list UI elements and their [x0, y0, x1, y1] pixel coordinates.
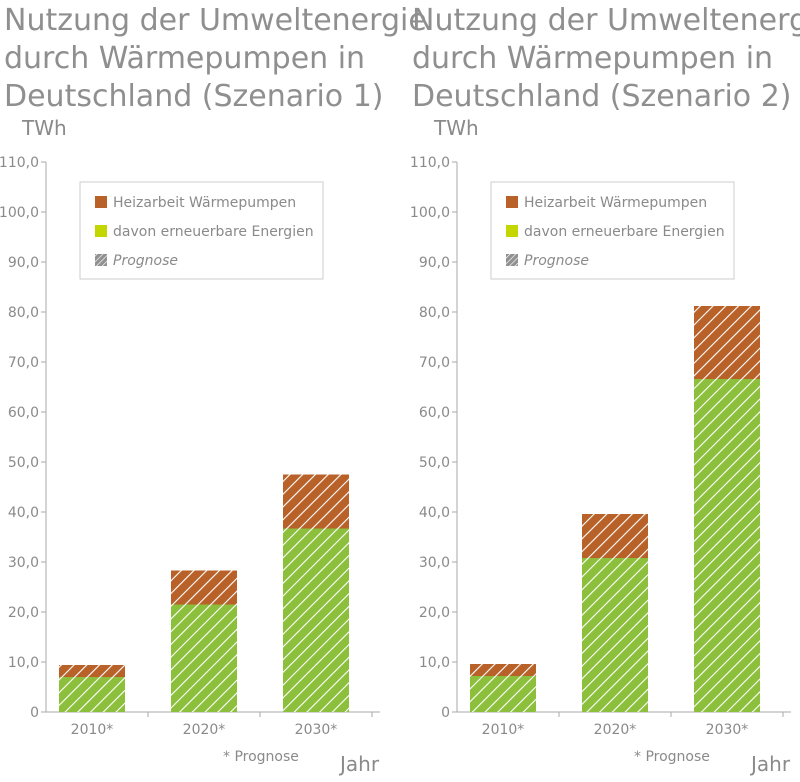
chart-title-line: Nutzung der Umweltenergie	[4, 3, 427, 38]
bar-hatch-overlay	[694, 306, 760, 712]
legend-swatch-total	[95, 196, 107, 208]
y-tick-label: 70,0	[419, 355, 450, 371]
bar-hatch-overlay	[59, 665, 125, 712]
legend-label-forecast: Prognose	[113, 253, 178, 269]
y-tick-label: 20,0	[8, 605, 39, 621]
bar-hatch-overlay	[470, 664, 536, 712]
legend-swatch-forecast	[95, 254, 107, 266]
y-axis-unit: TWh	[21, 116, 67, 140]
legend-label-total: Heizarbeit Wärmepumpen	[113, 195, 296, 211]
x-tick-label: 2010*	[482, 722, 525, 738]
y-tick-label: 10,0	[8, 655, 39, 671]
bar-hatch-overlay	[582, 514, 648, 712]
y-axis-unit: TWh	[433, 116, 479, 140]
legend-label-renewable: davon erneuerbare Energien	[113, 224, 314, 240]
y-tick-label: 90,0	[8, 255, 39, 271]
y-tick-label: 40,0	[419, 505, 450, 521]
legend-swatch-renewable	[506, 225, 518, 237]
chart-title-line: durch Wärmepumpen in	[4, 41, 365, 76]
y-tick-label: 40,0	[8, 505, 39, 521]
bar-hatch-overlay	[171, 570, 237, 712]
y-tick-label: 90,0	[419, 255, 450, 271]
y-tick-label: 30,0	[8, 555, 39, 571]
bar-hatch-overlay	[283, 474, 349, 712]
x-tick-label: 2010*	[71, 722, 114, 738]
legend-box	[79, 181, 324, 280]
legend-swatch-total	[506, 196, 518, 208]
chart-title-line: durch Wärmepumpen in	[412, 41, 773, 76]
legend-label-renewable: davon erneuerbare Energien	[524, 224, 725, 240]
x-tick-label: 2020*	[594, 722, 637, 738]
y-tick-label: 50,0	[419, 455, 450, 471]
x-axis-label: Jahr	[749, 752, 791, 776]
x-axis-label: Jahr	[338, 752, 380, 776]
legend-box	[490, 181, 735, 280]
y-tick-label: 100,0	[0, 205, 39, 221]
y-tick-label: 110,0	[410, 155, 450, 171]
chart-title-line: Deutschland (Szenario 1)	[4, 79, 383, 114]
y-tick-label: 60,0	[8, 405, 39, 421]
y-tick-label: 70,0	[8, 355, 39, 371]
legend-swatch-forecast	[506, 254, 518, 266]
y-tick-label: 0	[30, 705, 39, 721]
legend-label-forecast: Prognose	[524, 253, 589, 269]
y-tick-label: 60,0	[419, 405, 450, 421]
x-tick-label: 2030*	[295, 722, 338, 738]
y-tick-label: 0	[441, 705, 450, 721]
y-tick-label: 110,0	[0, 155, 39, 171]
y-tick-label: 100,0	[410, 205, 450, 221]
y-tick-label: 50,0	[8, 455, 39, 471]
y-tick-label: 80,0	[8, 305, 39, 321]
chart-title-line: Nutzung der Umweltenergie	[412, 3, 800, 38]
chart-title-line: Deutschland (Szenario 2)	[412, 79, 791, 114]
x-tick-label: 2030*	[706, 722, 749, 738]
y-tick-label: 80,0	[419, 305, 450, 321]
legend-label-total: Heizarbeit Wärmepumpen	[524, 195, 707, 211]
y-tick-label: 30,0	[419, 555, 450, 571]
y-tick-label: 10,0	[419, 655, 450, 671]
legend-swatch-renewable	[95, 225, 107, 237]
footnote: * Prognose	[223, 749, 299, 765]
x-tick-label: 2020*	[183, 722, 226, 738]
footnote: * Prognose	[634, 749, 710, 765]
y-tick-label: 20,0	[419, 605, 450, 621]
